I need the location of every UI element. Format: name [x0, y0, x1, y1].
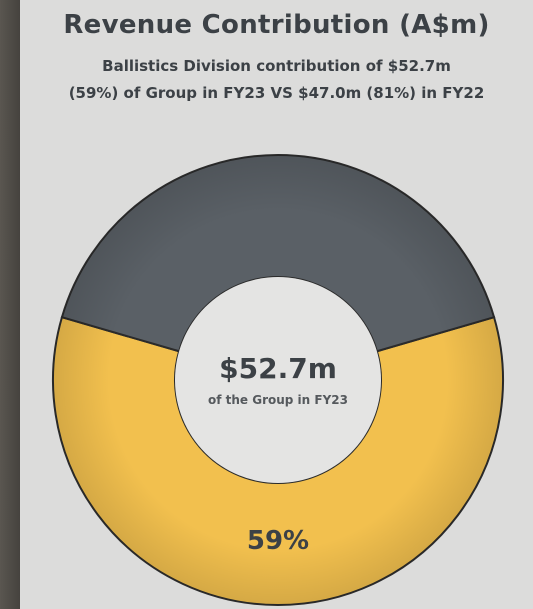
chart-subtitle-line-2: (59%) of Group in FY23 VS $47.0m (81%) i…: [68, 84, 485, 102]
slice-label-yellow: 59%: [247, 526, 309, 556]
chart-subtitle-line-1: Ballistics Division contribution of $52.…: [102, 57, 451, 75]
donut-hole: [175, 277, 381, 483]
center-caption: of the Group in FY23: [208, 393, 348, 407]
center-value: $52.7m: [219, 352, 337, 385]
chart-title: Revenue Contribution (A$m): [63, 10, 490, 40]
